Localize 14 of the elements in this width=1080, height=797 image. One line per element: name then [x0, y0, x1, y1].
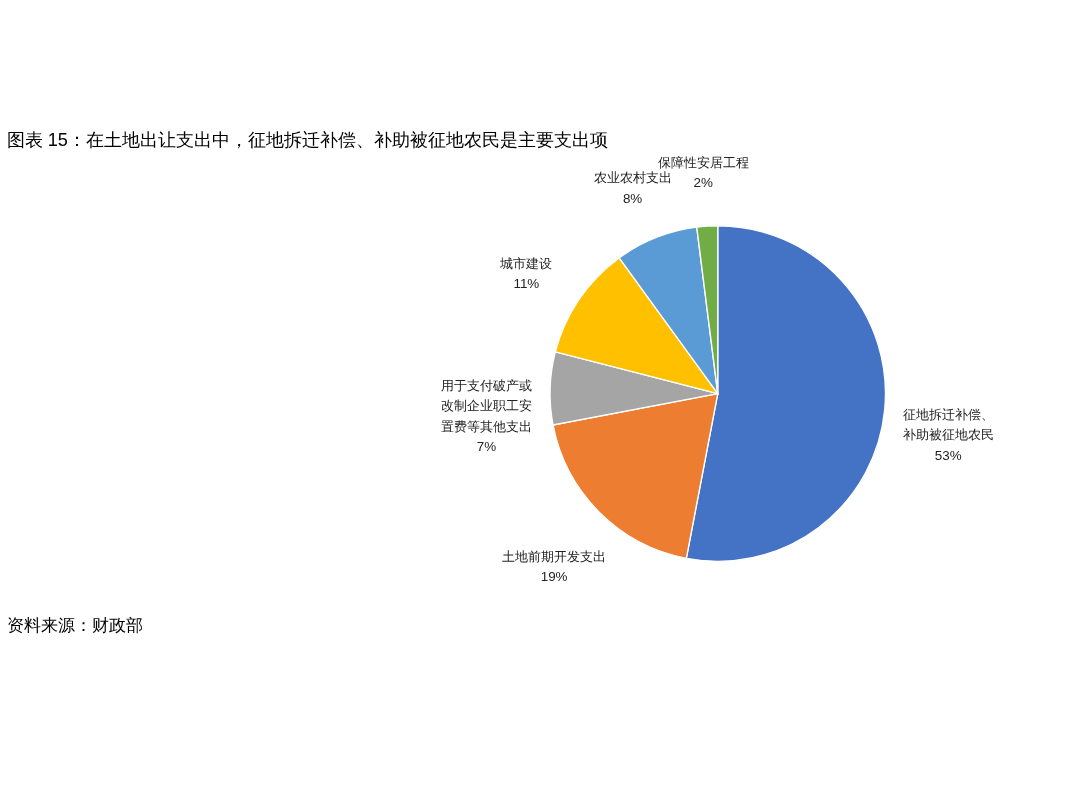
data-label: 53% [934, 447, 962, 463]
chart-title: 图表 15：在土地出让支出中，征地拆迁补偿、补助被征地农民是主要支出项 [6, 130, 608, 151]
slice-label: 用于支付破产或改制企业职工安置费等其他支出 [440, 378, 532, 434]
slice-label: 城市建设 [499, 255, 553, 271]
data-label: 11% [513, 275, 540, 291]
text: 资料来源：财政部 [6, 614, 143, 635]
data-label: 8% [622, 190, 643, 206]
slice-label: 征地拆迁补偿、补助被征地农民 [902, 407, 994, 443]
slice-label: 保障性安居工程 [657, 154, 749, 170]
slice-label: 土地前期开发支出 [502, 549, 607, 565]
slice-label: 农业农村支出 [593, 170, 672, 186]
data-label: 19% [540, 569, 568, 585]
data-label: 7% [476, 438, 497, 454]
data-label: 2% [693, 174, 713, 190]
